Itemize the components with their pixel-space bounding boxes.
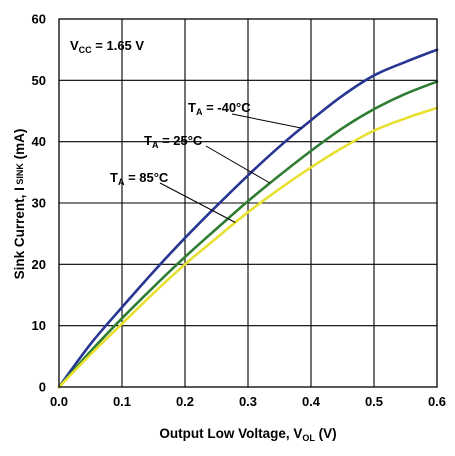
series-label-sub: A	[152, 140, 159, 150]
y-tick-label: 60	[32, 12, 46, 27]
callout-line-minus40	[231, 113, 302, 129]
plot-frame	[58, 18, 438, 388]
x-tick-label: 0.2	[176, 394, 194, 409]
callout-line-85	[159, 182, 236, 223]
series-label-minus40: TA = -40°C	[188, 100, 251, 117]
y-tick-label: 0	[39, 380, 46, 395]
y-tick-label: 50	[32, 73, 46, 88]
x-tick-label: 0.6	[428, 394, 446, 409]
y-axis-title-unit: (mA)	[12, 129, 27, 164]
x-axis-title-main: Output Low Voltage, V	[159, 426, 302, 441]
series-callouts	[159, 113, 302, 223]
x-tick-label: 0.3	[239, 394, 257, 409]
callout-line-25	[205, 145, 271, 184]
series-label-rest: = -40°C	[202, 100, 251, 115]
y-axis-title: Sink Current, I SINK (mA)	[12, 129, 27, 280]
series-label-sub: A	[196, 107, 203, 117]
x-tick-label: 0.4	[302, 394, 321, 409]
series-label-rest: = 25°C	[158, 133, 202, 148]
tick-labels: 0.0 0.1 0.2 0.3 0.4 0.5 0.6 0 10 20 30 40 50 60	[32, 12, 447, 410]
series-label-25: TA = 25°C	[144, 133, 203, 150]
series-line-minus40	[57, 48, 439, 389]
series-line-25	[57, 80, 439, 389]
y-tick-label: 30	[32, 196, 46, 211]
vcc-annotation: VCC = 1.65 V	[70, 38, 144, 55]
x-tick-label: 0.5	[365, 394, 383, 409]
vcc-annotation-main: V	[70, 38, 79, 53]
x-axis-title-unit: (V)	[315, 426, 337, 441]
x-axis-title: Output Low Voltage, VOL (V)	[159, 426, 336, 443]
x-tick-label: 0.1	[113, 394, 131, 409]
series-label-main: T	[144, 133, 152, 148]
y-axis-title-main: Sink Current, I	[12, 187, 27, 279]
series-label-rest: = 85°C	[124, 170, 168, 185]
y-tick-label: 20	[32, 257, 46, 272]
grid	[59, 19, 437, 387]
y-tick-label: 40	[32, 134, 46, 149]
series-label-sub: A	[118, 177, 125, 187]
vcc-annotation-sub: CC	[79, 45, 92, 55]
series-lines	[57, 48, 439, 389]
series-label-main: T	[188, 100, 196, 115]
vcc-annotation-rest: = 1.65 V	[92, 38, 145, 53]
y-tick-label: 10	[32, 318, 46, 333]
series-label-main: T	[110, 170, 118, 185]
series-line-85	[57, 106, 439, 389]
x-tick-label: 0.0	[50, 394, 68, 409]
x-axis-title-sub: OL	[302, 433, 315, 443]
series-label-85: TA = 85°C	[110, 170, 169, 187]
y-axis-title-sub: SINK	[15, 163, 25, 188]
